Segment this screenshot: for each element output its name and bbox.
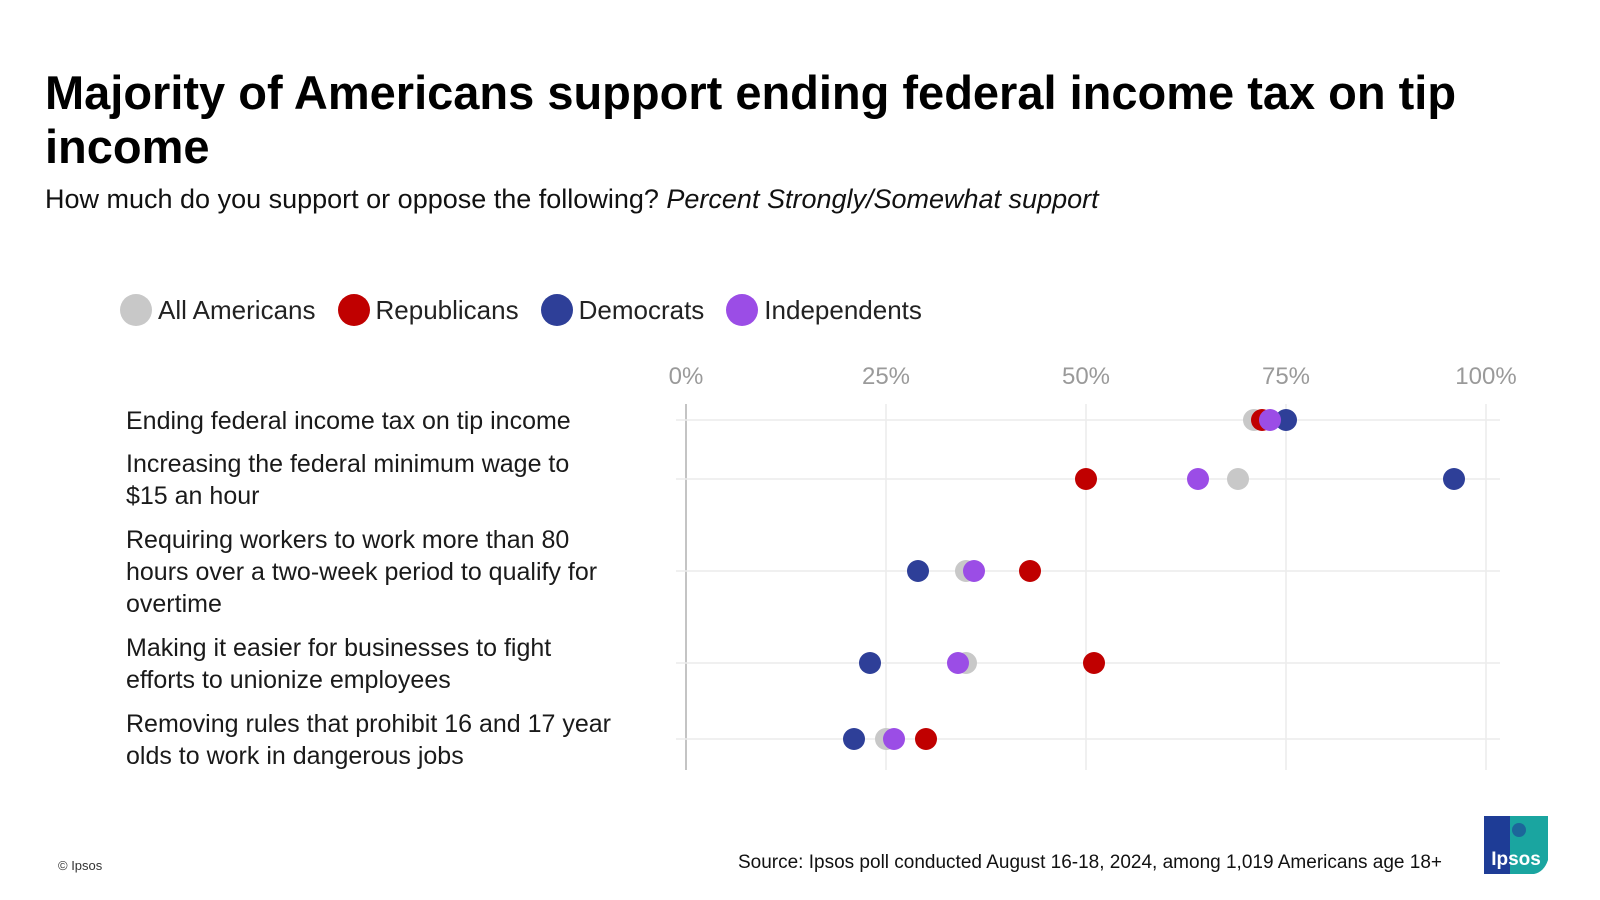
ipsos-logo: Ipsos [1484, 816, 1548, 874]
legend-label-democrats: Democrats [578, 294, 705, 325]
x-tick-label: 50% [1062, 363, 1110, 390]
legend-item-democrats: Democrats [540, 294, 705, 326]
subtitle-question: How much do you support or oppose the fo… [45, 184, 659, 214]
category-label: Ending federal income tax on tip income [126, 407, 571, 435]
dot-republicans [1083, 652, 1105, 674]
dot-independents [883, 728, 905, 750]
legend-item-independents: Independents [726, 294, 922, 326]
logo-text: Ipsos [1491, 849, 1541, 870]
legend-swatch-democrats [540, 294, 573, 326]
dot-republicans [915, 728, 937, 750]
category-label-line: overtime [126, 590, 222, 618]
data-points [843, 409, 1465, 750]
dot-republicans [1075, 468, 1097, 490]
legend-label-republicans: Republicans [375, 294, 519, 325]
dot-independents [947, 652, 969, 674]
category-label-line: Ending federal income tax on tip income [126, 407, 571, 435]
chart-legend: All Americans Republicans Democrats Inde… [120, 292, 944, 328]
category-label-line: $15 an hour [126, 482, 259, 510]
copyright-notice: © Ipsos [58, 858, 103, 873]
category-label-line: Requiring workers to work more than 80 [126, 526, 569, 554]
x-tick-label: 100% [1455, 363, 1516, 390]
source-note: Source: Ipsos poll conducted August 16-1… [737, 852, 1442, 873]
dot-democrats [907, 560, 929, 582]
dot-all-americans [1227, 468, 1249, 490]
page-title: Majority of Americans support ending fed… [45, 66, 1457, 173]
category-label-line: Making it easier for businesses to fight [126, 634, 551, 662]
subtitle-measure: Percent Strongly/Somewhat support [666, 184, 1099, 214]
category-labels: Ending federal income tax on tip income I… [126, 407, 611, 770]
legend-item-republicans: Republicans [337, 294, 519, 326]
page-subtitle: How much do you support or oppose the fo… [45, 184, 1099, 215]
category-label: Requiring workers to work more than 80 ho… [126, 526, 597, 618]
grid-lines [676, 404, 1500, 770]
legend-label-all-americans: All Americans [158, 294, 316, 325]
x-axis-tick-labels: 0% 25% 50% 75% 100% [669, 363, 1517, 390]
category-label-line: olds to work in dangerous jobs [126, 742, 464, 770]
category-label-line: efforts to unionize employees [126, 666, 451, 694]
category-label-line: Removing rules that prohibit 16 and 17 y… [126, 710, 611, 738]
dot-republicans [1019, 560, 1041, 582]
x-tick-label: 25% [862, 363, 910, 390]
legend-label-independents: Independents [764, 294, 922, 325]
dot-democrats [859, 652, 881, 674]
logo-head-mark [1512, 823, 1526, 837]
category-label: Removing rules that prohibit 16 and 17 y… [126, 710, 611, 770]
legend-swatch-independents [726, 294, 759, 326]
category-label: Increasing the federal minimum wage to $1… [126, 450, 569, 510]
category-label: Making it easier for businesses to fight… [126, 634, 551, 694]
legend-swatch-republicans [337, 294, 370, 326]
dot-independents [1259, 409, 1281, 431]
legend-item-all-americans: All Americans [120, 294, 316, 326]
dot-democrats [843, 728, 865, 750]
dot-democrats [1443, 468, 1465, 490]
dot-democrats [1275, 409, 1297, 431]
dot-independents [1187, 468, 1209, 490]
category-label-line: hours over a two-week period to qualify … [126, 558, 597, 586]
x-tick-label: 75% [1262, 363, 1310, 390]
dot-independents [963, 560, 985, 582]
category-label-line: Increasing the federal minimum wage to [126, 450, 569, 478]
legend-swatch-all-americans [120, 294, 152, 326]
x-tick-label: 0% [669, 363, 704, 390]
